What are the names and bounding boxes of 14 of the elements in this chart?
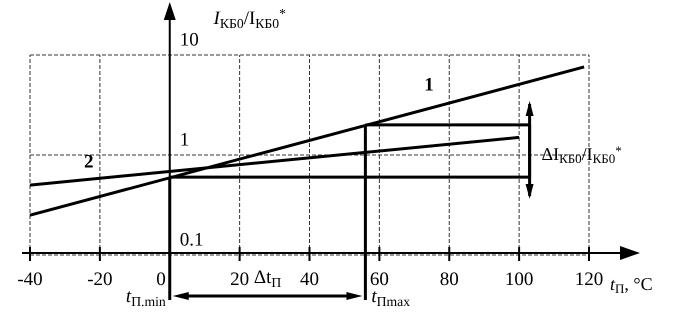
- text: Δt$_{П}$: [254, 267, 282, 290]
- series-label: 2: [84, 151, 94, 172]
- x-tick-label: 40: [300, 268, 319, 290]
- x-tick-label: 20: [230, 268, 250, 290]
- series-label: 1: [424, 74, 434, 96]
- y-tick-label: 1: [180, 130, 190, 150]
- x-tick-label: -40: [17, 268, 43, 290]
- y-tick-label: 10: [180, 30, 199, 50]
- x-tick-label: 120: [574, 268, 604, 290]
- x-axis-title: t$_{П}$, °C: [610, 274, 653, 296]
- x-tick-label: 100: [504, 268, 534, 290]
- x-tick-label: -20: [87, 268, 113, 290]
- x-tick-label: 80: [440, 268, 459, 290]
- y-tick-label: 0.1: [180, 230, 204, 250]
